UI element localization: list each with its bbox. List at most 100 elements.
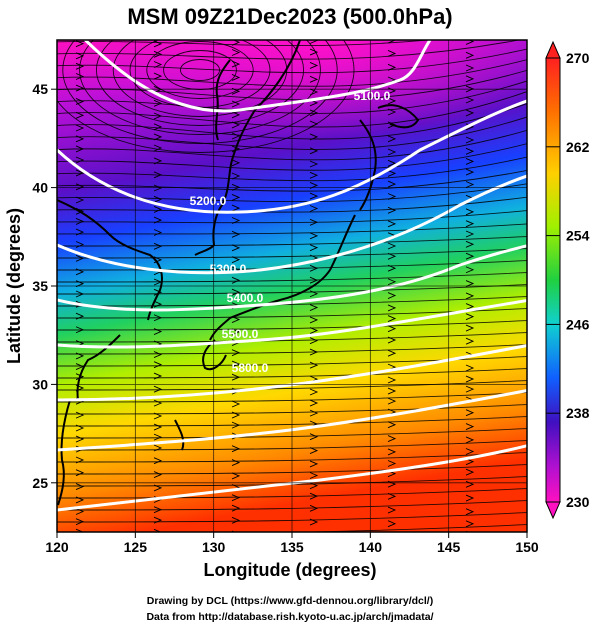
streamline-arrow [309, 327, 319, 334]
streamline-arrow [231, 256, 241, 264]
contour-label: 5300.0 [210, 262, 247, 276]
streamline-arrow [466, 25, 473, 31]
streamline-arrow [75, 111, 85, 119]
streamline-arrow [309, 244, 319, 252]
streamline-arrow [309, 361, 319, 369]
streamline [57, 416, 527, 427]
x-tick-label: 145 [437, 539, 461, 555]
streamline-arrow [76, 27, 83, 33]
map-plot-area: 5100.0 5200.0 5300.0 5400.0 5500.0 5800.0 [57, 25, 527, 549]
streamline-arrow [387, 376, 397, 384]
streamline-arrow [75, 483, 85, 491]
streamline-arrow [465, 303, 475, 310]
streamline-arrow [465, 252, 475, 260]
streamline-arrow [153, 112, 163, 120]
streamline-arrow [75, 169, 85, 177]
streamline-arrow [465, 468, 475, 476]
streamline-arrow [465, 168, 475, 176]
streamline-arrow [153, 171, 163, 179]
streamline-arrow [153, 288, 163, 296]
streamline-arrow [309, 232, 319, 240]
streamline [57, 428, 527, 439]
height-contours [57, 40, 527, 512]
streamline-arrow [309, 472, 319, 479]
streamline [57, 223, 527, 235]
streamline-arrow [309, 447, 319, 455]
x-tick-label: 150 [515, 539, 539, 555]
streamline-arrow [387, 506, 397, 514]
streamline [57, 102, 527, 140]
streamline-arrow [387, 63, 397, 71]
streamline-arrow [309, 304, 319, 311]
streamline-arrow [75, 183, 85, 191]
streamline-arrow [387, 480, 397, 488]
streamline-arrow [75, 145, 85, 153]
streamline-arrow [465, 220, 475, 228]
streamline-arrow [231, 411, 241, 419]
streamline-arrow [75, 411, 85, 419]
streamline-arrow [153, 423, 163, 431]
streamline-arrow [153, 40, 163, 48]
streamline-arrow [153, 484, 163, 492]
footer-data-source-line: Data from http://database.rish.kyoto-u.a… [146, 611, 433, 623]
streamline [95, 40, 305, 126]
streamline-arrow [75, 241, 85, 248]
streamline-arrow [387, 148, 397, 156]
streamline-arrow [465, 109, 475, 117]
streamline-arrow [153, 195, 163, 203]
streamline [57, 40, 355, 153]
streamline-arrow [309, 504, 319, 512]
streamline-arrow [387, 206, 397, 214]
streamline [57, 183, 527, 203]
streamline-arrow [387, 193, 397, 200]
streamline-arrow [309, 264, 319, 272]
streamline-arrow [153, 216, 163, 224]
streamline-arrow [465, 292, 475, 300]
streamline-arrow [465, 158, 475, 165]
streamline [62, 40, 338, 144]
streamline-arrow [231, 194, 241, 201]
y-axis-label: Latitude (degrees) [4, 208, 24, 364]
streamline-arrow [387, 304, 397, 312]
streamline-arrow [153, 361, 163, 369]
streamline-arrow [153, 372, 163, 380]
streamline-arrow [153, 528, 162, 532]
x-tick-label: 135 [280, 539, 304, 555]
height-contour-line [57, 244, 527, 312]
wind-streamlines [57, 25, 527, 549]
streamline-arrow [387, 492, 397, 500]
streamline-arrow [153, 457, 163, 465]
streamline [79, 40, 321, 135]
colorbar-bottom-triangle [545, 501, 561, 520]
contour-label: 5500.0 [222, 327, 259, 341]
streamline-arrow [465, 147, 475, 155]
streamline [57, 80, 527, 114]
streamline-arrow [153, 328, 163, 335]
streamline-arrow [309, 409, 319, 417]
y-tick-label: 45 [32, 81, 48, 97]
streamline-arrow [154, 543, 161, 549]
contour-label: 5800.0 [232, 361, 269, 375]
contour-label: 5100.0 [354, 89, 391, 103]
streamline [57, 464, 527, 475]
streamline-arrow [309, 147, 319, 155]
streamline-arrow [465, 266, 475, 274]
streamline-arrow [231, 316, 241, 323]
streamline-arrow [75, 424, 85, 432]
streamline-arrow [75, 528, 84, 532]
streamline [57, 48, 527, 74]
streamline-arrow [309, 62, 319, 69]
streamline-arrow [75, 135, 85, 143]
streamline-arrow [309, 433, 319, 441]
streamline-arrow [75, 254, 85, 262]
streamline [57, 320, 527, 331]
streamline-arrow [153, 506, 163, 514]
streamline-arrow [387, 135, 397, 143]
streamline-arrow [153, 157, 163, 165]
streamline-arrow [153, 123, 163, 131]
streamline-arrow [309, 460, 319, 468]
streamline-arrow [75, 73, 85, 80]
streamline [57, 488, 527, 499]
streamline-arrow [465, 385, 475, 393]
colorbar-gradient [545, 57, 561, 503]
